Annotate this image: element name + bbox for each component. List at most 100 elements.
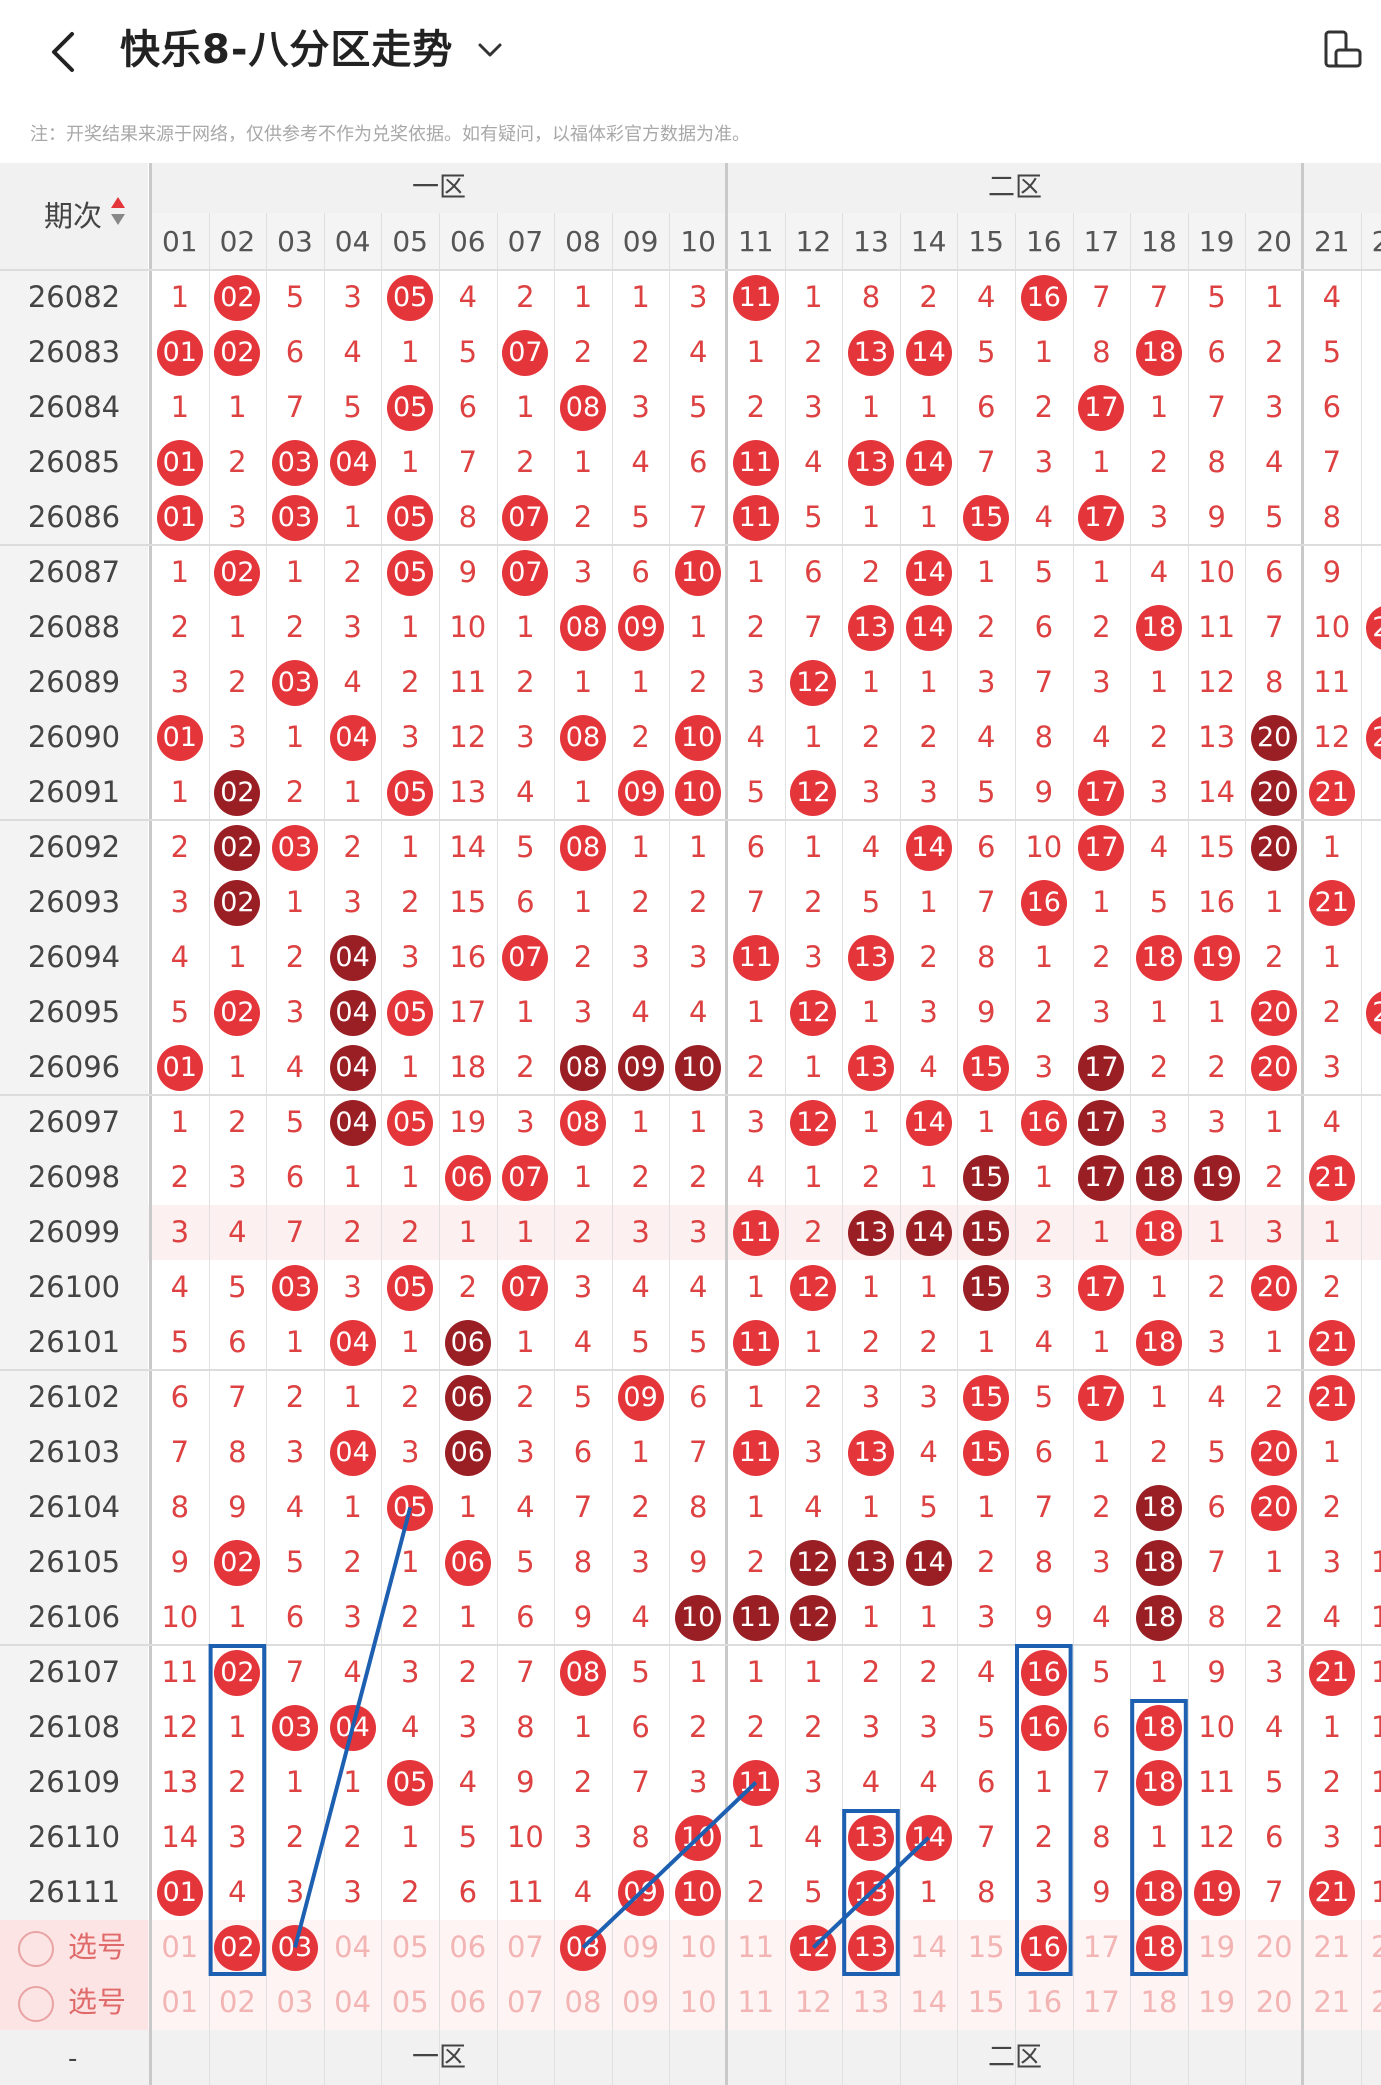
select-cell[interactable]: 04 <box>334 1985 372 2019</box>
select-cell[interactable]: 18 <box>1130 1920 1188 1975</box>
table-cell: 4 <box>228 1875 247 1909</box>
table-cell: 18 <box>1130 1315 1188 1370</box>
select-cell[interactable]: 21 <box>1313 1930 1351 1964</box>
select-cell[interactable]: 08 <box>554 1920 612 1975</box>
table-cell: 6 <box>458 390 478 424</box>
drawn-number-ball: 09 <box>617 1374 664 1421</box>
select-cell[interactable]: 05 <box>391 1930 429 1964</box>
select-cell[interactable]: 08 <box>564 1985 602 2019</box>
select-cell[interactable]: 11 <box>737 1930 775 1964</box>
table-cell: 2 <box>400 885 420 919</box>
select-cell[interactable]: 06 <box>449 1930 487 1964</box>
select-cell[interactable]: 03 <box>266 1920 324 1975</box>
select-cell[interactable]: 03 <box>276 1985 314 2019</box>
table-cell: 1 <box>400 445 420 479</box>
select-toggle[interactable]: 选号 <box>0 1975 148 2030</box>
table-cell: 3 <box>400 940 420 974</box>
drawn-number-ball: 20 <box>1251 1044 1298 1091</box>
radio-circle-icon[interactable] <box>18 1986 54 2022</box>
drawn-number-ball: 13 <box>847 1209 894 1256</box>
radio-circle-icon[interactable] <box>18 1931 54 1967</box>
select-cell[interactable]: 06 <box>449 1985 487 2019</box>
selected-number-ball[interactable]: 16 <box>1020 1924 1067 1971</box>
select-cell[interactable]: 07 <box>506 1985 544 2019</box>
table-cell: 5 <box>1092 1655 1111 1689</box>
table-cell: 07 <box>497 545 555 600</box>
select-cell[interactable]: 09 <box>622 1930 660 1964</box>
selected-number-ball[interactable]: 18 <box>1135 1924 1182 1971</box>
select-cell[interactable]: 17 <box>1082 1930 1120 1964</box>
chevron-down-icon[interactable] <box>470 30 510 70</box>
table-cell: 1 <box>1149 995 1169 1029</box>
chevron-left-icon[interactable] <box>34 22 94 82</box>
select-cell[interactable]: 15 <box>967 1930 1005 1964</box>
drawn-number-ball: 06 <box>444 1429 491 1476</box>
period-header[interactable]: 期次 <box>0 163 148 270</box>
table-cell: 2 <box>458 1270 478 1304</box>
column-number: 13 <box>842 213 900 270</box>
select-cell[interactable]: 20 <box>1255 1985 1293 2019</box>
select-cell[interactable]: 20 <box>1255 1930 1293 1964</box>
table-cell: 12 <box>785 1535 843 1590</box>
table-cell: 7 <box>458 445 478 479</box>
selected-number-ball[interactable]: 03 <box>271 1924 318 1971</box>
select-cell[interactable]: 17 <box>1082 1985 1120 2019</box>
select-toggle[interactable]: 选号 <box>0 1920 148 1975</box>
table-cell: 3 <box>804 390 823 424</box>
table-cell: 1 <box>804 1050 823 1084</box>
select-cell[interactable]: 22 <box>1370 1985 1381 2019</box>
drawn-number-ball: 07 <box>502 329 549 376</box>
grid-line <box>323 213 325 2085</box>
select-cell[interactable]: 10 <box>679 1930 717 1964</box>
table-cell: 16 <box>1370 1875 1381 1909</box>
select-cell[interactable]: 19 <box>1198 1985 1236 2019</box>
period-number: 26097 <box>0 1095 148 1150</box>
select-cell[interactable]: 02 <box>218 1985 256 2019</box>
table-cell: 07 <box>497 930 555 985</box>
table-cell: 2 <box>804 1215 823 1249</box>
column-number: 01 <box>151 213 209 270</box>
table-cell: 15 <box>957 1260 1015 1315</box>
sort-arrows-icon[interactable] <box>110 195 126 227</box>
select-cell[interactable]: 22 <box>1370 1930 1381 1964</box>
select-cell[interactable]: 12 <box>794 1985 832 2019</box>
table-cell: 1 <box>804 1325 823 1359</box>
drawn-number-ball: 13 <box>847 329 894 376</box>
select-cell[interactable]: 04 <box>334 1930 372 1964</box>
select-cell[interactable]: 14 <box>910 1985 948 2019</box>
selected-number-ball[interactable]: 08 <box>559 1924 606 1971</box>
select-cell[interactable]: 14 <box>910 1930 948 1964</box>
select-cell[interactable]: 07 <box>506 1930 544 1964</box>
drawn-number-ball: 10 <box>675 769 722 816</box>
select-cell[interactable]: 01 <box>161 1930 199 1964</box>
drawn-number-ball: 17 <box>1078 384 1125 431</box>
select-cell[interactable]: 12 <box>785 1920 843 1975</box>
select-cell[interactable]: 13 <box>842 1920 900 1975</box>
select-cell[interactable]: 02 <box>209 1920 267 1975</box>
select-cell[interactable]: 05 <box>391 1985 429 2019</box>
table-cell: 2 <box>919 940 938 974</box>
select-cell[interactable]: 19 <box>1198 1930 1236 1964</box>
table-cell: 1 <box>688 830 708 864</box>
selected-number-ball[interactable]: 13 <box>847 1924 894 1971</box>
select-cell[interactable]: 21 <box>1313 1985 1351 2019</box>
table-cell: 02 <box>209 325 267 380</box>
drawn-number-ball: 18 <box>1135 1209 1182 1256</box>
select-cell[interactable]: 18 <box>1140 1985 1178 2019</box>
select-cell[interactable]: 15 <box>967 1985 1005 2019</box>
select-cell[interactable]: 13 <box>852 1985 890 2019</box>
selected-number-ball[interactable]: 12 <box>790 1924 837 1971</box>
select-cell[interactable]: 16 <box>1015 1920 1073 1975</box>
drawn-number-ball: 13 <box>847 604 894 651</box>
table-cell: 3 <box>400 1435 420 1469</box>
select-cell[interactable]: 09 <box>622 1985 660 2019</box>
drawn-number-ball: 10 <box>675 1814 722 1861</box>
select-cell[interactable]: 16 <box>1025 1985 1063 2019</box>
drawn-number-ball: 21 <box>1308 1649 1355 1696</box>
rotate-screen-icon[interactable] <box>1320 28 1364 72</box>
select-cell[interactable]: 01 <box>161 1985 199 2019</box>
selected-number-ball[interactable]: 02 <box>214 1924 261 1971</box>
table-cell: 5 <box>1264 500 1284 534</box>
select-cell[interactable]: 10 <box>679 1985 717 2019</box>
select-cell[interactable]: 11 <box>737 1985 775 2019</box>
